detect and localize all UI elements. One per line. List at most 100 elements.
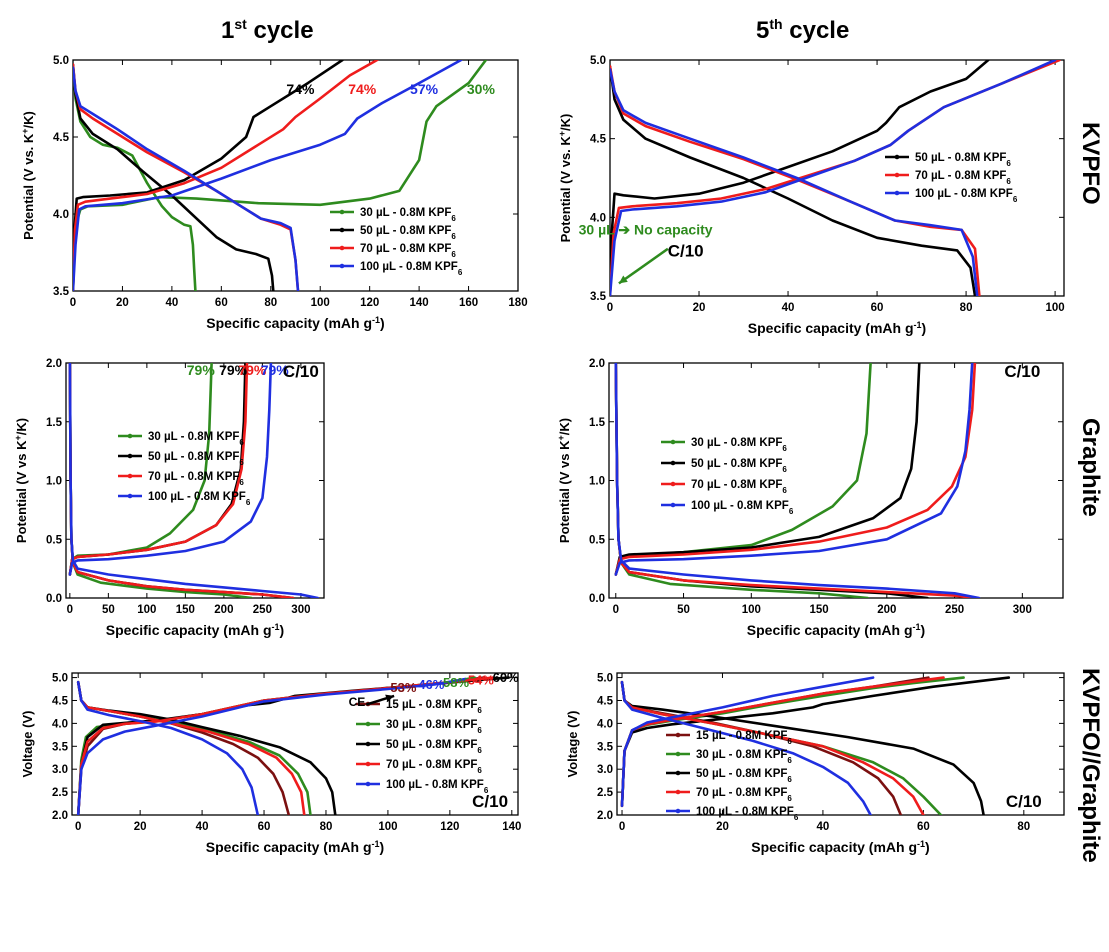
x-tick-label: 140 bbox=[502, 821, 521, 833]
annotation-label: 79% bbox=[261, 362, 290, 378]
annotation-label: C/10 bbox=[283, 362, 319, 381]
column-title-1st: 1st cycle bbox=[221, 16, 314, 44]
legend-label: 30 µL - 0.8M KPF6 bbox=[691, 437, 787, 453]
x-tick-label: 0 bbox=[75, 821, 81, 833]
series-70ul-charge-line bbox=[73, 60, 379, 291]
series-100ul-charge-line bbox=[614, 363, 974, 576]
series-50ul-discharge-line bbox=[76, 680, 337, 815]
x-tick-label: 60 bbox=[917, 821, 930, 833]
x-tick-label: 60 bbox=[258, 821, 271, 833]
series-50ul-charge-line bbox=[614, 363, 921, 576]
x-tick-label: 40 bbox=[817, 821, 830, 833]
legend-label: 70 µL - 0.8M KPF6 bbox=[696, 787, 792, 803]
x-tick-label: 40 bbox=[165, 297, 178, 309]
legend-label: 30 µL - 0.8M KPF6 bbox=[360, 207, 456, 223]
legend-marker bbox=[365, 761, 371, 767]
x-tick-label: 100 bbox=[1046, 302, 1065, 314]
annotation-label: 54% bbox=[468, 672, 494, 687]
x-tick-label: 80 bbox=[320, 821, 333, 833]
y-tick-label: 3.5 bbox=[53, 286, 70, 298]
annotation-arrow-head bbox=[618, 275, 628, 284]
legend-label: 30 µL - 0.8M KPF6 bbox=[386, 719, 482, 735]
annotation-label: C/10 bbox=[1004, 362, 1040, 381]
x-tick-label: 60 bbox=[871, 302, 884, 314]
y-tick-label: 3.5 bbox=[597, 741, 614, 753]
legend-marker bbox=[365, 721, 371, 727]
x-tick-label: 0 bbox=[613, 604, 619, 616]
legend-label: 100 µL - 0.8M KPF6 bbox=[360, 261, 463, 277]
x-axis-label: Specific capacity (mAh g-1) bbox=[206, 839, 384, 855]
annotation-label: 58% bbox=[443, 675, 469, 690]
legend-marker bbox=[675, 789, 681, 795]
y-tick-label: 2.5 bbox=[52, 787, 69, 799]
legend-label: 100 µL - 0.8M KPF6 bbox=[691, 500, 794, 516]
y-tick-label: 4.0 bbox=[53, 209, 69, 221]
chart-full-5th: 0 20 40 60 80 2.0 2.5 3.0 3.5 4.0 4.5 5.0 Specific c… bbox=[565, 672, 1065, 855]
y-tick-label: 5.0 bbox=[52, 673, 68, 685]
legend-label: 100 µL - 0.8M KPF6 bbox=[148, 491, 251, 507]
x-tick-label: 20 bbox=[134, 821, 147, 833]
annotation-label: 46% bbox=[418, 677, 444, 692]
series-100ul-discharge-line bbox=[76, 680, 260, 815]
series-100ul-charge-line bbox=[68, 363, 273, 576]
chart-graphite-5th: 0 50 100 150 200 250 300 0.0 0.5 1.0 1.5 2.0 Specifi… bbox=[556, 358, 1064, 638]
x-tick-label: 300 bbox=[1013, 604, 1032, 616]
legend-label: 70 µL - 0.8M KPF6 bbox=[691, 479, 787, 495]
x-tick-label: 250 bbox=[945, 604, 964, 616]
legend-label: 50 µL - 0.8M KPF6 bbox=[360, 225, 456, 241]
x-axis-label: Specific capacity (mAh g-1) bbox=[751, 839, 929, 855]
x-tick-label: 40 bbox=[782, 302, 795, 314]
x-tick-label: 0 bbox=[70, 297, 76, 309]
x-tick-label: 250 bbox=[253, 604, 272, 616]
legend-marker bbox=[675, 751, 681, 757]
annotation-arrow-head bbox=[385, 694, 395, 703]
legend-label: 100 µL - 0.8M KPF6 bbox=[915, 188, 1018, 204]
y-tick-label: 5.0 bbox=[53, 55, 69, 67]
legend-marker bbox=[339, 263, 345, 269]
x-tick-label: 120 bbox=[360, 297, 379, 309]
y-tick-label: 3.0 bbox=[597, 764, 613, 776]
column-title-5th: 5th cycle bbox=[756, 16, 850, 44]
legend-marker bbox=[339, 209, 345, 215]
y-axis-label: Potential (V vs K+/K) bbox=[556, 418, 572, 543]
plot-frame bbox=[609, 59, 1065, 297]
annotation-label: 57% bbox=[410, 81, 439, 97]
x-tick-label: 160 bbox=[459, 297, 478, 309]
annotation-label: 79% bbox=[238, 362, 267, 378]
legend-label: 50 µL - 0.8M KPF6 bbox=[148, 451, 244, 467]
y-tick-label: 4.0 bbox=[597, 718, 613, 730]
series-100ul-charge-line bbox=[620, 676, 875, 808]
x-tick-label: 80 bbox=[960, 302, 973, 314]
y-axis-label: Voltage (V) bbox=[565, 711, 580, 778]
legend-marker bbox=[127, 493, 133, 499]
legend-marker bbox=[894, 190, 900, 196]
x-tick-label: 20 bbox=[716, 821, 729, 833]
y-tick-label: 2.0 bbox=[597, 810, 613, 822]
x-tick-label: 200 bbox=[214, 604, 233, 616]
legend-marker bbox=[365, 741, 371, 747]
x-axis-label: Specific capacity (mAh g-1) bbox=[206, 315, 384, 331]
plot-frame bbox=[71, 672, 519, 816]
y-tick-label: 3.5 bbox=[52, 741, 69, 753]
y-tick-label: 4.5 bbox=[52, 695, 69, 707]
x-tick-label: 100 bbox=[311, 297, 330, 309]
series-30ul-charge-line bbox=[68, 363, 213, 576]
legend-label: 15 µL - 0.8M KPF6 bbox=[696, 730, 792, 746]
x-tick-label: 100 bbox=[378, 821, 397, 833]
x-tick-label: 140 bbox=[410, 297, 429, 309]
x-axis-label: Specific capacity (mAh g-1) bbox=[748, 320, 926, 336]
legend-marker bbox=[365, 781, 371, 787]
y-tick-label: 4.0 bbox=[590, 212, 606, 224]
legend-label: 50 µL - 0.8M KPF6 bbox=[386, 739, 482, 755]
legend-label: 50 µL - 0.8M KPF6 bbox=[915, 152, 1011, 168]
annotation-label: CE bbox=[349, 695, 366, 709]
x-tick-label: 80 bbox=[264, 297, 277, 309]
series-100ul-charge-line bbox=[76, 677, 467, 815]
series-50ul-charge-line bbox=[73, 60, 344, 291]
y-axis-label: Potential (V vs. K+/K) bbox=[20, 111, 36, 240]
annotation-label: 79% bbox=[187, 362, 216, 378]
x-tick-label: 100 bbox=[742, 604, 761, 616]
x-tick-label: 0 bbox=[67, 604, 73, 616]
series-50ul-charge-line bbox=[610, 60, 990, 296]
y-axis-label: Potential (V vs. K+/K) bbox=[557, 114, 573, 243]
